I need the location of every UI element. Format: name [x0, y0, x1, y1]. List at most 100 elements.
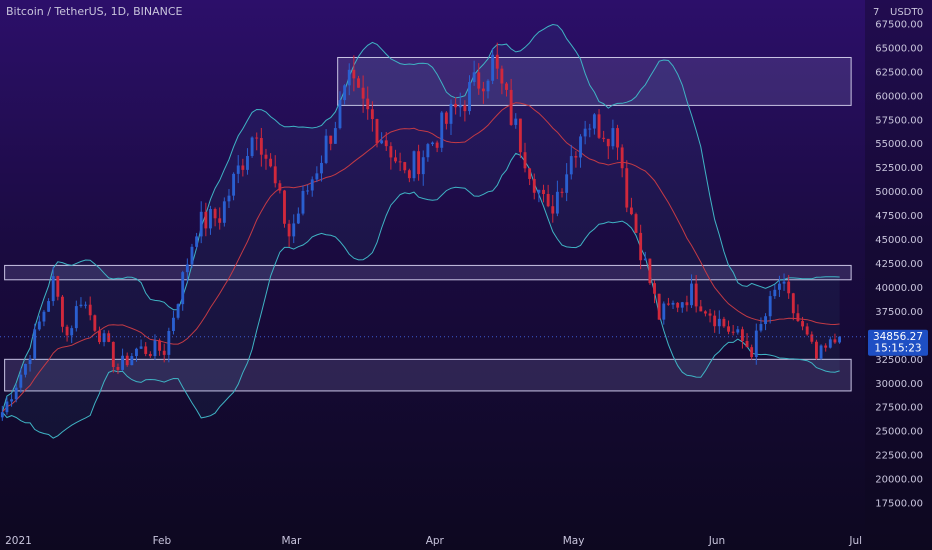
candle-body [708, 313, 712, 316]
candle-body [717, 318, 721, 327]
candle-body [79, 304, 83, 307]
candle [246, 148, 249, 175]
bollinger-upper [1, 23, 840, 413]
candle-body [838, 336, 841, 343]
candle-body [352, 69, 356, 79]
price-tick-label: 50000.00 [875, 187, 923, 198]
candle [643, 251, 647, 261]
candle-body [486, 80, 490, 92]
candle-body [181, 272, 185, 305]
time-tick-label: Mar [281, 535, 301, 547]
candle-body [144, 346, 148, 354]
last-price-tag: 34856.27 15:15:23 [868, 329, 928, 356]
candle-body [685, 302, 689, 306]
candle [24, 363, 27, 378]
candle-body [88, 304, 92, 316]
candle [569, 144, 573, 180]
price-tick-label: 55000.00 [875, 139, 923, 150]
candle-body [768, 296, 772, 317]
candle-body [814, 341, 818, 359]
candle [505, 82, 508, 97]
candle [435, 140, 439, 153]
candle-body [287, 223, 291, 237]
candle-body [500, 68, 504, 84]
candle-body [121, 355, 125, 370]
candle [694, 275, 698, 313]
candle-body [491, 54, 495, 81]
candle [144, 342, 148, 357]
price-tick-label: 62500.00 [875, 67, 923, 78]
candle-body [241, 165, 245, 170]
time-axis[interactable]: 2021 Feb Mar Apr May Jun Jul [5, 535, 862, 547]
candle-body [449, 103, 453, 124]
candle-body [218, 218, 222, 223]
candle-body [648, 258, 652, 284]
candle [824, 343, 828, 352]
last-price-value: 34856.27 [873, 331, 923, 343]
candle [532, 173, 536, 200]
candle [88, 296, 92, 321]
candle-body [828, 339, 832, 348]
candle-body [236, 165, 240, 174]
candle-body [537, 189, 541, 193]
candle [195, 232, 199, 249]
candle-body [98, 330, 101, 343]
candle [283, 189, 286, 228]
candle-body [602, 137, 606, 139]
candle [523, 142, 527, 173]
price-tick-label: 32500.00 [875, 355, 923, 366]
candle [588, 123, 592, 138]
candle [713, 310, 717, 333]
symbol-title: Bitcoin / TetherUS, 1D, BINANCE [6, 5, 183, 18]
zone-0 [337, 56, 852, 106]
candle [518, 118, 522, 159]
candle-body [37, 321, 41, 330]
candle [657, 293, 661, 320]
candle [153, 334, 157, 360]
candle-body [84, 304, 88, 306]
candle [648, 258, 652, 285]
candle [662, 301, 666, 325]
candle-body [791, 293, 795, 314]
candle-body [597, 114, 601, 138]
candle [213, 207, 217, 227]
candle [727, 320, 730, 335]
time-tick-label: Jul [848, 535, 862, 547]
candle-body [375, 119, 379, 144]
candle-body [736, 329, 740, 333]
candle-body [495, 54, 499, 69]
candle [412, 150, 416, 182]
candle [227, 189, 231, 208]
candle-body [643, 258, 647, 261]
candle [333, 121, 337, 144]
candle-body [481, 88, 485, 92]
candle-body [329, 135, 333, 144]
candle [398, 152, 402, 172]
candle [181, 270, 185, 311]
candle [449, 99, 453, 135]
candle-body [70, 328, 74, 336]
candle-body [625, 168, 629, 208]
candle [690, 274, 693, 308]
candle-body [542, 189, 545, 194]
candle-body [555, 191, 559, 214]
candle [458, 92, 462, 117]
candle-body [185, 264, 189, 273]
candle-body [777, 283, 781, 290]
price-tick-label: 25000.00 [875, 427, 923, 438]
price-tick-label: 47500.00 [875, 211, 923, 222]
candle [625, 160, 629, 213]
candle [431, 141, 434, 146]
zone-1 [4, 264, 852, 281]
candle [500, 65, 504, 95]
currency-label[interactable]: USDT [890, 7, 918, 18]
candle-body [111, 341, 115, 367]
candle [56, 275, 60, 301]
candle-body [246, 155, 249, 170]
candle [190, 243, 194, 268]
candle [167, 327, 171, 363]
candle [472, 60, 476, 86]
price-axis[interactable]: 67500.00 65000.00 62500.00 60000.00 57500.00… [865, 0, 932, 550]
candle-body [394, 157, 397, 162]
